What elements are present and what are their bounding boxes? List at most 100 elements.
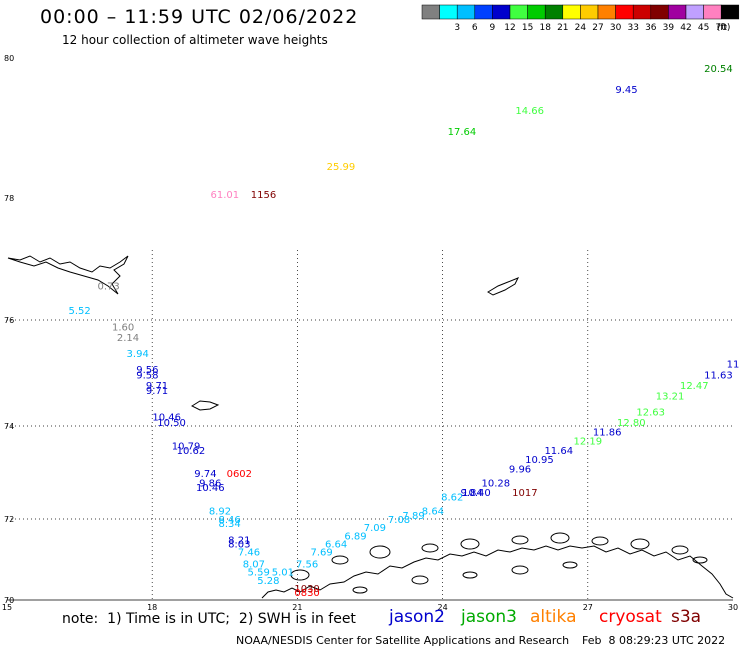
longitude-tick-label: 21 bbox=[292, 603, 302, 612]
wave-height-label: 8.34 bbox=[219, 519, 241, 530]
wave-height-label: 3.94 bbox=[127, 349, 149, 360]
wave-height-label: 7.56 bbox=[296, 560, 318, 571]
legend-label: 6 bbox=[472, 23, 478, 33]
wave-height-label: 7.09 bbox=[364, 523, 386, 534]
wave-height-label: 0830 bbox=[294, 588, 319, 599]
legend-label: 27 bbox=[592, 23, 603, 33]
wave-height-label: 9.86 bbox=[199, 478, 221, 489]
legend-unit: (ft) bbox=[717, 23, 731, 33]
legend-label: 21 bbox=[557, 23, 568, 33]
wave-height-label: 14.66 bbox=[515, 106, 544, 117]
wave-height-label: 9.96 bbox=[509, 465, 531, 476]
latitude-tick-label: 80 bbox=[4, 54, 14, 63]
satellite-jason3: jason3 bbox=[461, 607, 517, 627]
legend-label: 70 bbox=[715, 23, 727, 33]
wave-height-label: 0602 bbox=[227, 469, 252, 480]
wave-height-label: 1156 bbox=[251, 190, 276, 201]
wave-height-label: 9.84 bbox=[461, 488, 483, 499]
longitude-tick-label: 30 bbox=[728, 603, 738, 612]
wave-height-label: 5.52 bbox=[68, 306, 90, 317]
island-outline bbox=[411, 575, 429, 585]
legend-swatch bbox=[720, 4, 740, 20]
wave-height-label: 13.21 bbox=[656, 392, 685, 403]
wave-height-label: 8.46 bbox=[219, 515, 241, 526]
wave-height-label: 6.89 bbox=[344, 531, 366, 542]
legend-label: 12 bbox=[504, 23, 515, 33]
wave-height-label: 9.71 bbox=[146, 381, 168, 392]
wave-height-label: 61.01 bbox=[210, 190, 239, 201]
wave-height-label: 1017 bbox=[512, 488, 537, 499]
wave-height-label: 8.21 bbox=[228, 535, 250, 546]
wave-height-label: 7.69 bbox=[310, 547, 332, 558]
island-outline bbox=[562, 561, 578, 569]
island-outline bbox=[550, 532, 570, 544]
wave-height-label: 11.63 bbox=[704, 370, 733, 381]
coastline bbox=[7, 255, 129, 295]
wave-height-label: 5.28 bbox=[257, 576, 279, 587]
wave-height-label: 5.59 bbox=[248, 568, 270, 579]
longitude-tick-label: 18 bbox=[147, 603, 157, 612]
satellite-s3a: s3a bbox=[671, 607, 702, 627]
latitude-tick-label: 70 bbox=[4, 596, 14, 605]
legend-label: 15 bbox=[522, 23, 533, 33]
island-outline bbox=[591, 536, 609, 546]
wave-height-label: 8.64 bbox=[422, 506, 444, 517]
island-outline bbox=[511, 565, 529, 575]
legend-label: 45 bbox=[698, 23, 709, 33]
wave-height-label: 9.58 bbox=[136, 370, 158, 381]
footer-note: note: 1) Time is in UTC; 2) SWH is in fe… bbox=[62, 611, 356, 627]
credit-line: NOAA/NESDIS Center for Satellite Applica… bbox=[236, 634, 570, 647]
wave-height-label: 10.28 bbox=[482, 478, 511, 489]
color-legend: 3 6 9 12 15 18 21 24 27 30 33 36 39 42 45 70(ft) bbox=[421, 4, 740, 33]
legend-label: 30 bbox=[610, 23, 622, 33]
wave-height-label: 12.80 bbox=[617, 418, 646, 429]
wave-height-label: 12.47 bbox=[680, 381, 709, 392]
wave-height-label: 11.64 bbox=[544, 446, 573, 457]
longitude-tick-label: 27 bbox=[583, 603, 593, 612]
wave-height-label: 20.54 bbox=[704, 64, 733, 75]
island-outline bbox=[331, 555, 349, 565]
wave-height-label: 9.71 bbox=[146, 386, 168, 397]
wave-height-label: 7.89 bbox=[402, 511, 424, 522]
wave-height-label: 9.45 bbox=[615, 85, 637, 96]
wave-height-label: 7.46 bbox=[238, 547, 260, 558]
wave-height-label: 11 bbox=[727, 360, 740, 371]
wave-height-label: 5.01 bbox=[272, 568, 294, 579]
island-outline bbox=[369, 545, 391, 559]
wave-height-label: 11.86 bbox=[593, 427, 622, 438]
map-title: 00:00 – 11:59 UTC 02/06/2022 bbox=[40, 6, 359, 28]
wave-height-label: 8.92 bbox=[209, 506, 231, 517]
legend-label: 39 bbox=[663, 23, 675, 33]
legend-label: 42 bbox=[680, 23, 691, 33]
wave-height-label: 12.63 bbox=[636, 407, 665, 418]
wave-height-label: 10.46 bbox=[196, 483, 225, 494]
coastline bbox=[487, 277, 520, 296]
wave-height-label: 1030 bbox=[294, 584, 319, 595]
wave-height-label: 0.73 bbox=[98, 282, 120, 293]
latitude-tick-label: 72 bbox=[4, 515, 14, 524]
coastline bbox=[190, 400, 220, 411]
island-outline bbox=[421, 543, 439, 553]
wave-height-label: 7.08 bbox=[388, 515, 410, 526]
island-outline bbox=[460, 538, 480, 550]
satellite-jason2: jason2 bbox=[389, 607, 445, 627]
latitude-tick-label: 76 bbox=[4, 316, 14, 325]
wave-height-label: 9.56 bbox=[136, 365, 158, 376]
longitude-tick-label: 24 bbox=[438, 603, 448, 612]
wave-height-label: 10.46 bbox=[152, 413, 181, 424]
legend-label: 3 bbox=[454, 23, 460, 33]
island-outline bbox=[692, 556, 708, 564]
legend-label: 18 bbox=[539, 23, 551, 33]
generated-timestamp: Feb 8 08:29:23 UTC 2022 bbox=[582, 634, 726, 647]
wave-height-label: 10.50 bbox=[157, 418, 186, 429]
island-outline bbox=[352, 586, 368, 594]
wave-height-label: 6.64 bbox=[325, 539, 347, 550]
legend-label: 9 bbox=[490, 23, 496, 33]
wave-height-label: 17.64 bbox=[448, 127, 477, 138]
wave-height-label: 9.74 bbox=[194, 469, 216, 480]
satellite-cryosat: cryosat bbox=[599, 607, 662, 627]
legend-label: 24 bbox=[575, 23, 587, 33]
wave-height-label: 12.19 bbox=[573, 437, 602, 448]
map-subtitle: 12 hour collection of altimeter wave hei… bbox=[62, 33, 328, 47]
